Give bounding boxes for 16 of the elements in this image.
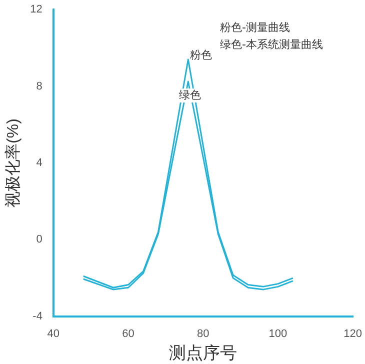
series-label: 绿色 (179, 88, 202, 102)
x-tick-label: 60 (122, 328, 134, 340)
annotation: 粉色-测量曲线 (220, 20, 290, 34)
x-tick-label: 120 (344, 328, 362, 340)
series-label: 粉色 (190, 48, 212, 62)
x-axis-title: 测点序号 (169, 343, 238, 362)
y-tick-label: 8 (36, 80, 42, 92)
y-tick-label: -4 (32, 310, 42, 322)
x-tick-label: 40 (47, 328, 60, 340)
annotation: 绿色-本系统测量曲线 (220, 38, 323, 51)
x-tick-label: 100 (268, 328, 288, 340)
y-tick-label: 0 (36, 234, 42, 246)
y-axis-title: 视极化率(%) (4, 118, 22, 208)
x-tick-label: 80 (197, 328, 210, 340)
y-tick-label: 12 (30, 4, 42, 16)
y-tick-label: 4 (36, 157, 42, 170)
